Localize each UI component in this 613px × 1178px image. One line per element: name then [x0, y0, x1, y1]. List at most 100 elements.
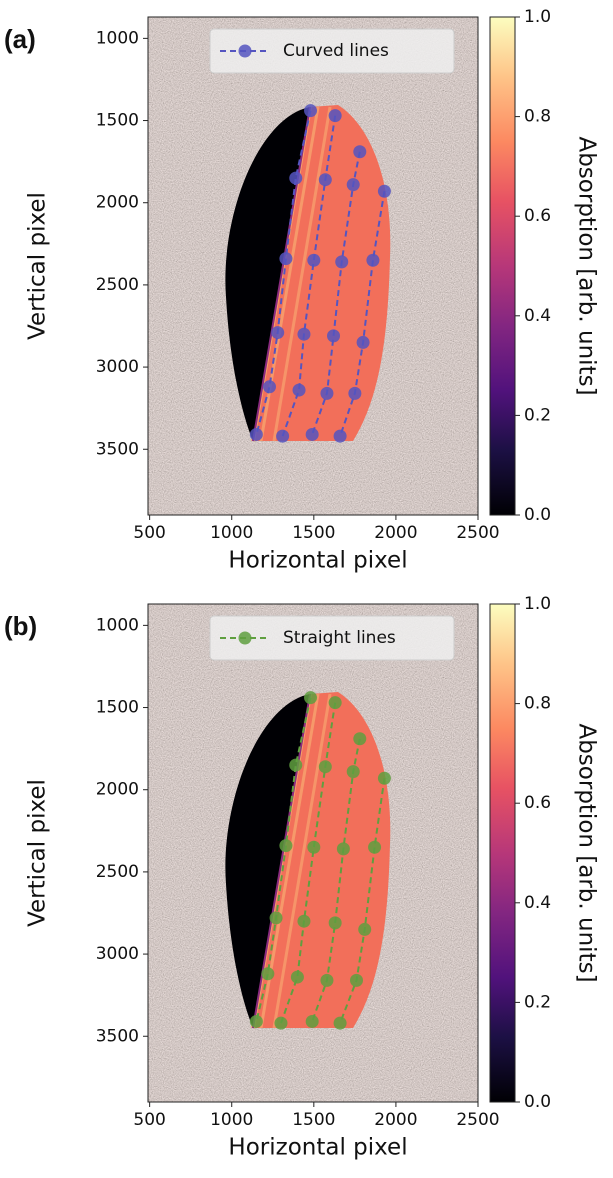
y-tick-label: 3500 — [96, 1026, 139, 1046]
colorbar-tick-label: 0.0 — [524, 505, 551, 525]
marker — [307, 253, 321, 267]
panels: (a) 500 1000 1500 2000 2500 1000 1500 2000 2500 30… — [4, 7, 600, 1161]
colorbar-tick-label: 1.0 — [524, 594, 551, 614]
series-line — [311, 151, 361, 435]
y-tick-label: 1500 — [96, 698, 139, 718]
x-tick-label: 1500 — [292, 1110, 335, 1130]
marker — [304, 104, 318, 118]
marker — [333, 1016, 347, 1030]
colorbar-tick-label: 0.8 — [524, 694, 551, 714]
y-tick-label: 1000 — [96, 615, 139, 635]
plot-frame — [147, 16, 479, 516]
marker — [307, 840, 321, 854]
y-tick-label: 1000 — [96, 28, 139, 48]
colorbar-tick-label: 0.4 — [524, 893, 551, 913]
legend-box — [209, 28, 455, 74]
marker — [276, 429, 290, 443]
marker — [262, 380, 276, 394]
marker — [269, 911, 283, 925]
panel: (b) 500 1000 1500 2000 2500 1000 1500 2000 2500 30… — [4, 594, 600, 1161]
marker — [271, 326, 285, 340]
x-tick-label: 2000 — [374, 1110, 417, 1130]
marker — [249, 1014, 263, 1028]
colorbar-tick-label: 0.8 — [524, 107, 551, 127]
legend-label: Curved lines — [283, 41, 389, 61]
marker — [261, 967, 275, 981]
marker — [350, 973, 364, 987]
colorbar-label: Absorption [arb. units] — [574, 136, 600, 395]
marker — [320, 386, 334, 400]
marker — [305, 1014, 319, 1028]
x-axis-label: Horizontal pixel — [228, 548, 407, 574]
legend-marker — [238, 631, 252, 645]
y-axis-label: Vertical pixel — [25, 779, 51, 927]
marker — [304, 691, 318, 705]
y-tick-label: 1500 — [96, 111, 139, 131]
marker — [318, 760, 332, 774]
marker — [366, 253, 380, 267]
marker — [353, 145, 367, 159]
marker — [335, 255, 349, 269]
marker — [328, 696, 342, 710]
marker — [377, 184, 391, 198]
y-tick-label: 2000 — [96, 193, 139, 213]
colorbar-label: Absorption [arb. units] — [574, 723, 600, 982]
marker — [328, 916, 342, 930]
marker — [346, 178, 360, 192]
y-tick-label: 3000 — [96, 944, 139, 964]
x-tick-label: 1000 — [210, 1110, 253, 1130]
marker — [249, 427, 263, 441]
y-tick-label: 2500 — [96, 862, 139, 882]
marker — [318, 173, 332, 187]
x-tick-label: 1500 — [292, 523, 335, 543]
marker — [327, 329, 341, 343]
y-tick-label: 2000 — [96, 780, 139, 800]
y-tick-label: 2500 — [96, 275, 139, 295]
colorbar-tick-label: 0.6 — [524, 793, 551, 813]
marker — [368, 840, 382, 854]
panel: (a) 500 1000 1500 2000 2500 1000 1500 2000 2500 30… — [4, 7, 600, 574]
legend-box — [209, 615, 455, 661]
series-line — [281, 115, 337, 437]
x-axis-label: Horizontal pixel — [228, 1135, 407, 1161]
x-tick-label: 2000 — [374, 523, 417, 543]
colorbar — [489, 16, 516, 516]
colorbar-tick-label: 0.2 — [524, 992, 551, 1012]
legend-marker — [238, 44, 252, 58]
y-axis-label: Vertical pixel — [25, 192, 51, 340]
marker — [377, 771, 391, 785]
marker — [290, 970, 304, 984]
marker — [289, 758, 303, 772]
y-tick-label: 3500 — [96, 439, 139, 459]
plot-frame — [147, 603, 479, 1103]
marker — [297, 914, 311, 928]
marker — [356, 335, 370, 349]
colorbar-tick-label: 0.6 — [524, 206, 551, 226]
x-tick-label: 1000 — [210, 523, 253, 543]
legend-label: Straight lines — [283, 628, 396, 648]
marker — [279, 839, 293, 853]
marker — [336, 842, 350, 856]
x-tick-label: 2500 — [456, 523, 499, 543]
marker — [297, 327, 311, 341]
x-tick-label: 500 — [133, 523, 165, 543]
marker — [305, 427, 319, 441]
series-line — [311, 738, 361, 1022]
marker — [279, 252, 293, 266]
marker — [328, 109, 342, 123]
x-tick-label: 2500 — [456, 1110, 499, 1130]
series-line — [280, 702, 337, 1024]
marker — [348, 386, 362, 400]
x-tick-label: 500 — [133, 1110, 165, 1130]
marker — [274, 1016, 288, 1030]
panel-label: (a) — [4, 24, 36, 54]
y-tick-label: 3000 — [96, 357, 139, 377]
colorbar — [489, 603, 516, 1103]
marker — [358, 922, 372, 936]
colorbar-tick-label: 0.4 — [524, 306, 551, 326]
colorbar-tick-label: 0.0 — [524, 1092, 551, 1112]
marker — [353, 732, 367, 746]
marker — [292, 383, 306, 397]
marker — [289, 171, 303, 185]
